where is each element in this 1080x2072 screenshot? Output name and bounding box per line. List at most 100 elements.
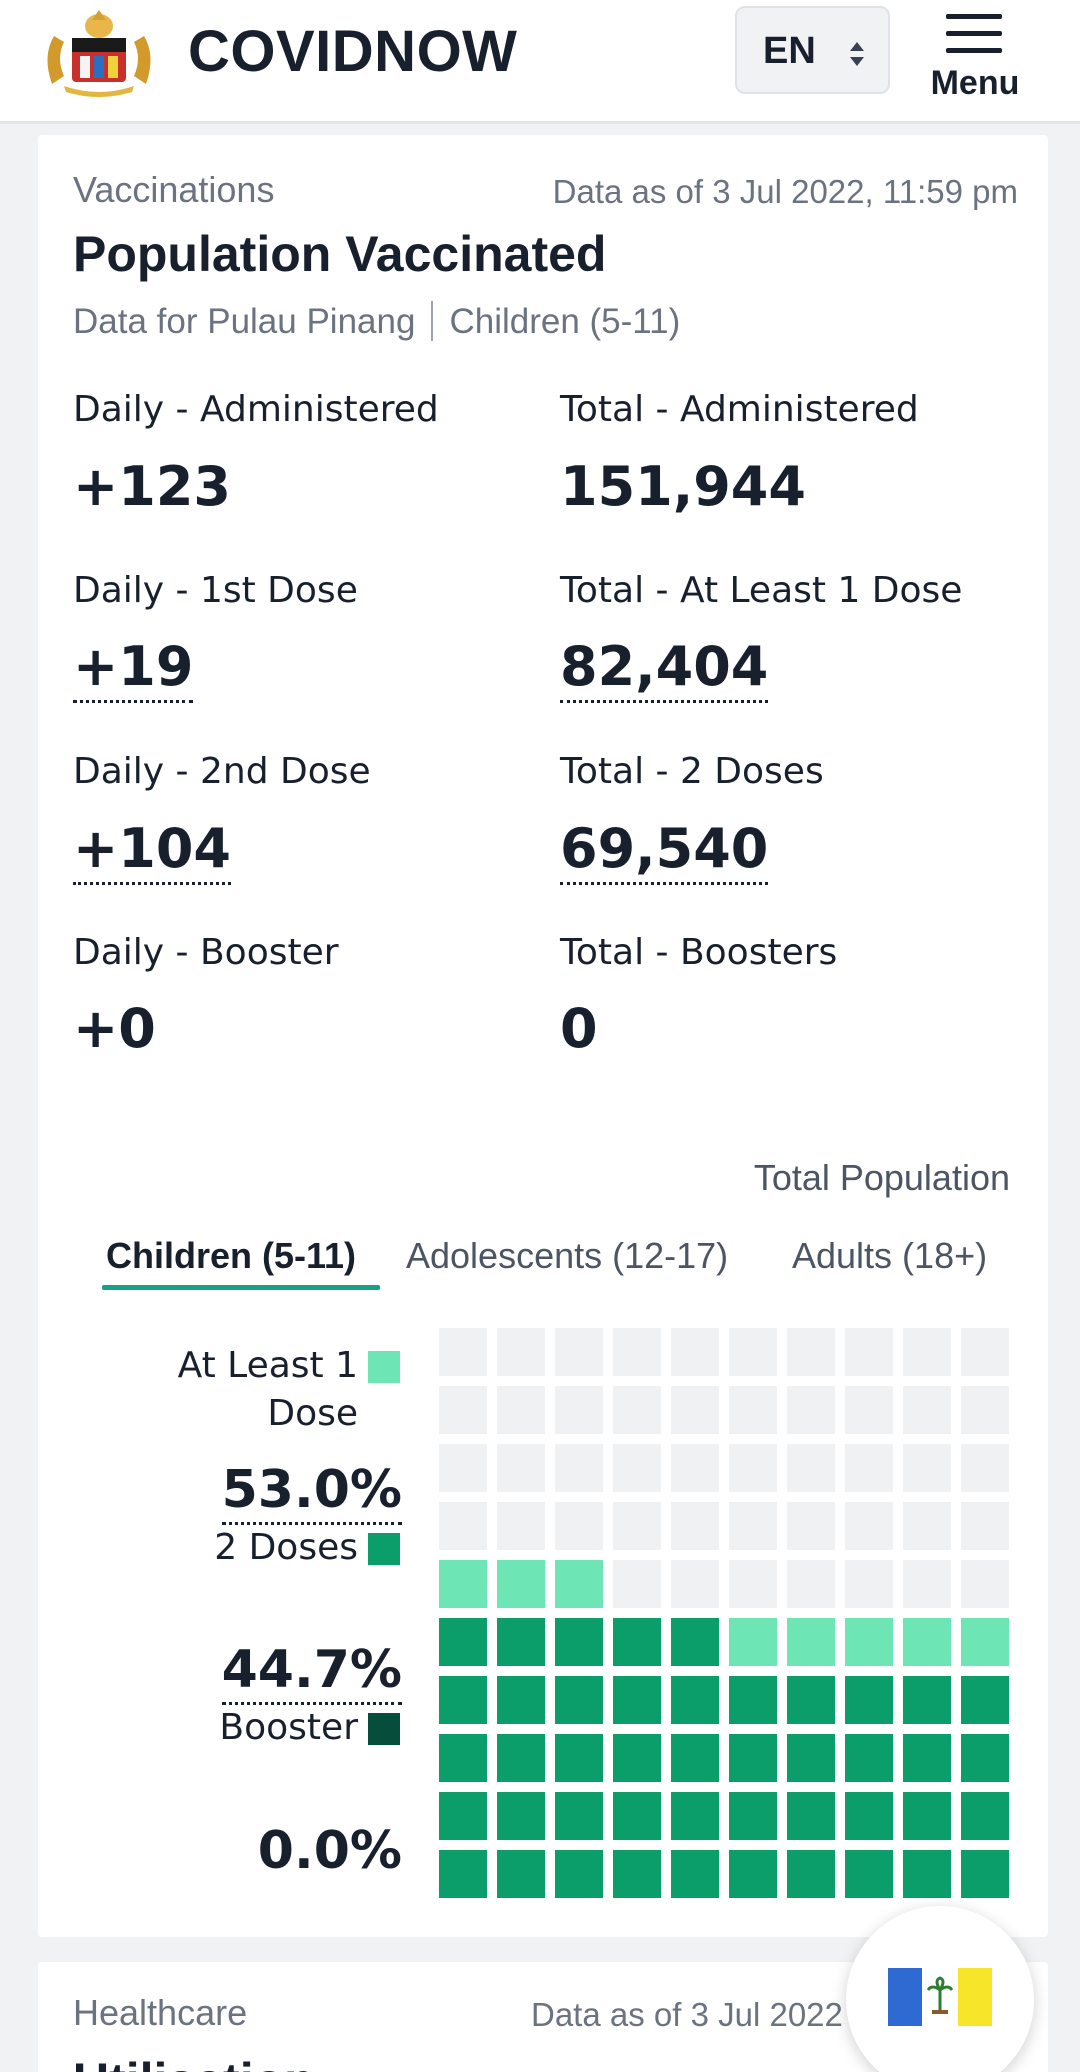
subtitle-state: Data for Pulau Pinang bbox=[73, 302, 416, 341]
total-administered-value: 151,944 bbox=[560, 455, 806, 518]
waffle-cell bbox=[671, 1328, 719, 1376]
waffle-cell bbox=[845, 1328, 893, 1376]
waffle-cell bbox=[613, 1618, 661, 1666]
tab-children[interactable]: Children (5-11) bbox=[106, 1235, 357, 1276]
legend-booster: Booster bbox=[219, 1707, 358, 1748]
waffle-cell bbox=[961, 1618, 1009, 1666]
waffle-cell bbox=[497, 1734, 545, 1782]
waffle-cell bbox=[961, 1734, 1009, 1782]
waffle-cell bbox=[497, 1850, 545, 1898]
waffle-cell bbox=[439, 1502, 487, 1550]
waffle-cell bbox=[555, 1386, 603, 1434]
waffle-cell bbox=[845, 1792, 893, 1840]
total-administered-label: Total - Administered bbox=[560, 389, 919, 430]
waffle-cell bbox=[845, 1676, 893, 1724]
vaccination-waffle-chart bbox=[439, 1328, 1011, 1904]
legend-first-dose-line1: At Least 1 bbox=[177, 1345, 358, 1386]
waffle-cell bbox=[671, 1792, 719, 1840]
waffle-cell bbox=[845, 1850, 893, 1898]
waffle-cell bbox=[903, 1850, 951, 1898]
language-select[interactable]: EN bbox=[735, 6, 890, 94]
coat-of-arms-logo[interactable] bbox=[34, 6, 164, 98]
subtitle-group: Children (5-11) bbox=[449, 302, 681, 341]
healthcare-section-label: Healthcare bbox=[73, 1992, 248, 2033]
waffle-cell bbox=[555, 1444, 603, 1492]
total-first-dose-value[interactable]: 82,404 bbox=[560, 635, 769, 703]
healthcare-data-as-of: Data as of 3 Jul 2022 bbox=[531, 1996, 843, 2033]
waffle-cell bbox=[555, 1676, 603, 1724]
waffle-cell bbox=[787, 1850, 835, 1898]
waffle-cell bbox=[497, 1328, 545, 1376]
waffle-cell bbox=[613, 1850, 661, 1898]
waffle-cell bbox=[671, 1560, 719, 1608]
section-label: Vaccinations bbox=[73, 169, 275, 210]
waffle-cell bbox=[439, 1560, 487, 1608]
waffle-cell bbox=[555, 1734, 603, 1782]
brand-name[interactable]: COVIDNOW bbox=[188, 19, 518, 84]
legend-two-doses: 2 Doses bbox=[214, 1527, 358, 1568]
menu-label: Menu bbox=[930, 64, 1020, 102]
hamburger-icon bbox=[946, 14, 1002, 54]
tab-adolescents[interactable]: Adolescents (12-17) bbox=[406, 1235, 729, 1276]
waffle-cell bbox=[845, 1444, 893, 1492]
waffle-cell bbox=[787, 1792, 835, 1840]
waffle-cell bbox=[903, 1560, 951, 1608]
waffle-cell bbox=[613, 1676, 661, 1724]
waffle-cell bbox=[671, 1386, 719, 1434]
waffle-cell bbox=[729, 1444, 777, 1492]
card-subtitle: Data for Pulau Pinang Children (5-11) bbox=[73, 301, 680, 342]
waffle-cell bbox=[671, 1734, 719, 1782]
first-dose-percent[interactable]: 53.0% bbox=[221, 1460, 402, 1525]
waffle-cell bbox=[729, 1734, 777, 1782]
total-first-dose-label: Total - At Least 1 Dose bbox=[560, 570, 963, 611]
legend-two-doses-swatch bbox=[368, 1533, 400, 1565]
active-tab-indicator bbox=[102, 1285, 380, 1290]
waffle-cell bbox=[497, 1560, 545, 1608]
waffle-cell bbox=[497, 1676, 545, 1724]
total-second-dose-label: Total - 2 Doses bbox=[560, 751, 824, 792]
waffle-cell bbox=[729, 1328, 777, 1376]
waffle-cell bbox=[497, 1386, 545, 1434]
waffle-cell bbox=[729, 1676, 777, 1724]
legend-first-dose-swatch bbox=[368, 1351, 400, 1383]
waffle-cell bbox=[555, 1792, 603, 1840]
waffle-cell bbox=[671, 1502, 719, 1550]
waffle-cell bbox=[613, 1328, 661, 1376]
waffle-cell bbox=[671, 1676, 719, 1724]
waffle-cell bbox=[497, 1444, 545, 1492]
waffle-cell bbox=[845, 1618, 893, 1666]
waffle-cell bbox=[439, 1792, 487, 1840]
waffle-cell bbox=[961, 1850, 1009, 1898]
waffle-cell bbox=[613, 1386, 661, 1434]
two-doses-percent[interactable]: 44.7% bbox=[221, 1640, 402, 1705]
waffle-cell bbox=[439, 1676, 487, 1724]
total-population-label: Total Population bbox=[753, 1157, 1010, 1198]
waffle-cell bbox=[961, 1792, 1009, 1840]
waffle-cell bbox=[903, 1676, 951, 1724]
tab-adults[interactable]: Adults (18+) bbox=[792, 1235, 988, 1276]
waffle-cell bbox=[439, 1444, 487, 1492]
select-updown-icon bbox=[850, 42, 864, 66]
menu-button[interactable]: Menu bbox=[920, 8, 1030, 108]
pulau-pinang-flag-icon bbox=[888, 1968, 992, 2026]
daily-second-dose-value[interactable]: +104 bbox=[73, 817, 231, 885]
waffle-cell bbox=[903, 1502, 951, 1550]
waffle-cell bbox=[961, 1444, 1009, 1492]
daily-first-dose-value[interactable]: +19 bbox=[73, 635, 194, 703]
waffle-cell bbox=[671, 1444, 719, 1492]
total-second-dose-value[interactable]: 69,540 bbox=[560, 817, 769, 885]
waffle-cell bbox=[613, 1502, 661, 1550]
waffle-cell bbox=[671, 1850, 719, 1898]
waffle-cell bbox=[787, 1502, 835, 1550]
waffle-cell bbox=[497, 1792, 545, 1840]
top-header: COVIDNOW EN Menu bbox=[0, 0, 1080, 124]
waffle-cell bbox=[787, 1444, 835, 1492]
waffle-cell bbox=[961, 1676, 1009, 1724]
waffle-cell bbox=[497, 1618, 545, 1666]
waffle-cell bbox=[555, 1502, 603, 1550]
waffle-cell bbox=[613, 1792, 661, 1840]
waffle-cell bbox=[845, 1560, 893, 1608]
waffle-cell bbox=[555, 1618, 603, 1666]
waffle-cell bbox=[439, 1328, 487, 1376]
state-selector-fab[interactable] bbox=[846, 1906, 1034, 2072]
